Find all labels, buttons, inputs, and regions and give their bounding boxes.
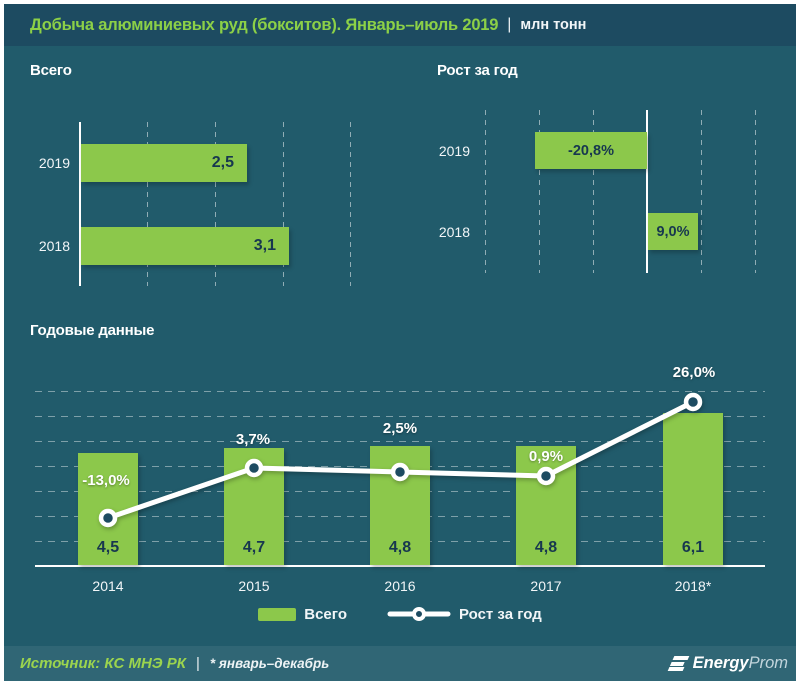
footer-band: [4, 646, 796, 681]
bar-value-label: 4,5: [96, 539, 120, 556]
total-bar-2018: 3,1: [81, 227, 289, 265]
line-marker: [390, 462, 410, 482]
legend-bar-swatch: [258, 607, 297, 621]
growth-axis-label-2019: 2019: [438, 143, 470, 159]
line-marker: [244, 458, 264, 478]
gridline-vertical: [701, 110, 702, 273]
line-value-label: 26,0%: [672, 364, 716, 381]
header-separator: |: [507, 16, 512, 33]
logo-text-energy: Energy: [692, 654, 749, 672]
annual-bar-2017: 4,8: [516, 446, 576, 565]
total-chart-axis: [79, 122, 81, 286]
bar-value-label: 4,7: [242, 539, 266, 556]
annual-bar-2018: 6,1: [663, 413, 723, 565]
header-unit: млн тонн: [520, 17, 587, 33]
gridline-horizontal: [35, 416, 765, 417]
gridline-horizontal: [35, 391, 765, 392]
gridline-vertical: [539, 110, 540, 273]
total-panel-title: Всего: [30, 62, 72, 79]
bar-value-label: 9,0%: [656, 223, 690, 240]
growth-bar-2018: 9,0%: [648, 213, 698, 250]
bar-value-label: 3,1: [253, 237, 276, 254]
bar-value-label: 4,8: [534, 539, 558, 556]
header-bar: Добыча алюминиевых руд (бокситов). Январ…: [4, 4, 796, 46]
x-axis-label: 2014: [92, 578, 124, 594]
legend-line-label: Рост за год: [458, 605, 542, 623]
total-bar-2019: 2,5: [81, 144, 247, 182]
energyprom-logo: EnergyProm: [667, 646, 788, 681]
bar-value-label: 4,8: [388, 539, 412, 556]
line-value-label: -13,0%: [82, 472, 130, 489]
x-axis-label: 2015: [238, 578, 270, 594]
gridline-vertical: [283, 122, 284, 286]
gridline-vertical: [755, 110, 756, 273]
annual-chart-baseline: [35, 565, 765, 567]
footnote-label: * январь–декабрь: [209, 656, 330, 671]
legend-item-bars: Всего: [258, 606, 347, 623]
gridline-vertical: [147, 122, 148, 286]
footer-source-group: Источник: КС МНЭ РК | * январь–декабрь: [20, 646, 329, 681]
line-value-label: 2,5%: [382, 420, 418, 437]
logo-text-prom: Prom: [748, 654, 788, 672]
gridline-vertical: [215, 122, 216, 286]
background: [4, 4, 796, 681]
line-marker: [536, 466, 556, 486]
legend-item-line: Рост за год: [387, 605, 542, 623]
header-title: Добыча алюминиевых руд (бокситов). Январ…: [30, 15, 499, 34]
source-label: Источник: КС МНЭ РК: [20, 655, 186, 672]
bar-value-label: 2,5: [211, 154, 234, 171]
legend-bar-label: Всего: [304, 605, 347, 623]
gridline-vertical: [485, 110, 486, 273]
total-axis-label-2019: 2019: [38, 155, 70, 171]
growth-bar-2019: -20,8%: [535, 132, 647, 169]
total-axis-label-2018: 2018: [38, 238, 70, 254]
growth-panel-title: Рост за год: [437, 62, 518, 79]
x-axis-label: 2016: [384, 578, 416, 594]
x-axis-label: 2017: [530, 578, 562, 594]
line-marker: [98, 508, 118, 528]
bar-value-label: 6,1: [681, 539, 705, 556]
gridline-vertical: [593, 110, 594, 273]
gridline-vertical: [350, 122, 351, 286]
x-axis-label: 2018*: [674, 578, 712, 594]
legend: Всего Рост за год: [0, 605, 800, 623]
bar-value-label: -20,8%: [568, 142, 614, 159]
footer-separator: |: [195, 655, 200, 672]
gridline-horizontal: [35, 441, 765, 442]
line-value-label: 0,9%: [528, 448, 564, 465]
line-value-label: 3,7%: [235, 431, 271, 448]
growth-chart-zero-axis: [646, 110, 648, 273]
line-marker: [683, 392, 703, 412]
growth-axis-label-2018: 2018: [438, 224, 470, 240]
legend-line-sample: [387, 607, 451, 621]
annual-panel-title: Годовые данные: [30, 322, 155, 339]
